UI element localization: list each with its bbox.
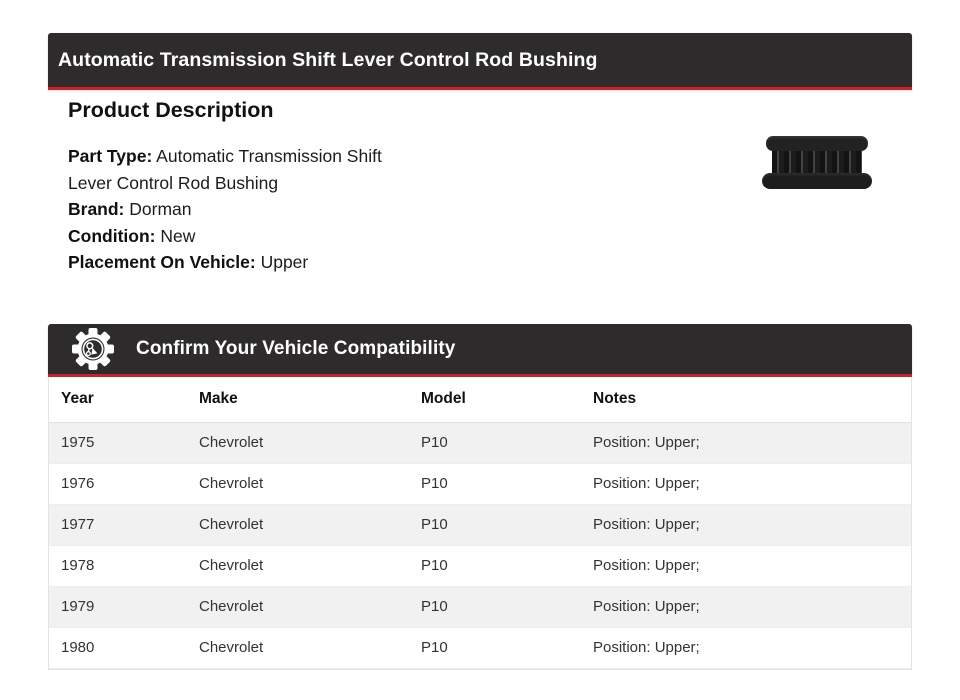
product-field: Placement On Vehicle: Upper	[68, 249, 424, 276]
table-cell: Chevrolet	[187, 545, 409, 587]
product-field: Brand: Dorman	[68, 196, 424, 223]
table-cell: Chevrolet	[187, 422, 409, 464]
table-cell: P10	[409, 463, 581, 505]
table-cell: 1977	[49, 504, 187, 546]
column-header-model: Model	[409, 377, 581, 423]
compatibility-table: Year Make Model Notes 1975 Chevrolet P10 Posit…	[48, 377, 912, 670]
table-cell: 1979	[49, 586, 187, 628]
table-cell: 1978	[49, 545, 187, 587]
field-value: Automatic Transmission Shift Lever Contr…	[68, 146, 382, 193]
table-cell: P10	[409, 627, 581, 669]
table-row: 1979 Chevrolet P10 Position: Upper;	[49, 586, 911, 628]
table-cell: 1975	[49, 422, 187, 464]
table-cell: Chevrolet	[187, 504, 409, 546]
table-header-row: Year Make Model Notes	[49, 377, 911, 423]
table-cell: Chevrolet	[187, 463, 409, 505]
table-cell: P10	[409, 545, 581, 587]
bushing-bottom-flange	[762, 173, 872, 189]
field-value: Dorman	[124, 199, 192, 219]
table-cell: Position: Upper;	[581, 586, 911, 628]
table-cell: P10	[409, 422, 581, 464]
table-cell: Position: Upper;	[581, 545, 911, 587]
table-row: 1978 Chevrolet P10 Position: Upper;	[49, 545, 911, 587]
compatibility-heading: Confirm Your Vehicle Compatibility	[136, 338, 456, 359]
field-value: New	[155, 225, 196, 246]
table-row: 1980 Chevrolet P10 Position: Upper;	[49, 627, 911, 669]
field-value: Upper	[255, 252, 309, 272]
table-row: 1975 Chevrolet P10 Position: Upper;	[49, 422, 911, 464]
table-cell: 1980	[49, 627, 187, 669]
field-label: Brand:	[68, 199, 125, 219]
field-label: Condition:	[68, 225, 156, 246]
table-cell: Position: Upper;	[581, 627, 911, 669]
gear-engine-icon	[72, 328, 114, 370]
table-row: 1976 Chevrolet P10 Position: Upper;	[49, 463, 911, 505]
product-field: Condition: New	[68, 223, 424, 250]
bushing-top-flange	[766, 136, 868, 151]
description-heading: Product Description	[68, 98, 274, 122]
table-cell: Position: Upper;	[581, 463, 911, 505]
table-cell: Chevrolet	[187, 627, 409, 669]
product-fields: Part Type: Automatic Transmission Shift …	[68, 143, 424, 276]
product-title: Automatic Transmission Shift Lever Contr…	[58, 48, 598, 71]
table-cell: P10	[409, 586, 581, 628]
column-header-notes: Notes	[581, 377, 911, 423]
table-cell: Chevrolet	[187, 586, 409, 628]
table-cell: 1976	[49, 463, 187, 505]
product-description-section: Product Description Part Type: Automatic…	[68, 98, 424, 276]
bushing-ribbed-center	[772, 148, 862, 176]
compatibility-header-bar: Confirm Your Vehicle Compatibility	[48, 324, 912, 377]
field-label: Placement On Vehicle:	[68, 252, 256, 272]
column-header-year: Year	[49, 377, 187, 423]
table-row: 1977 Chevrolet P10 Position: Upper;	[49, 504, 911, 546]
table-cell: Position: Upper;	[581, 504, 911, 546]
product-title-bar: Automatic Transmission Shift Lever Contr…	[48, 33, 912, 90]
product-photo	[762, 136, 872, 194]
column-header-make: Make	[187, 377, 409, 423]
table-cell: P10	[409, 504, 581, 546]
field-label: Part Type:	[68, 146, 153, 166]
table-cell: Position: Upper;	[581, 422, 911, 464]
product-field: Part Type: Automatic Transmission Shift …	[68, 143, 424, 196]
